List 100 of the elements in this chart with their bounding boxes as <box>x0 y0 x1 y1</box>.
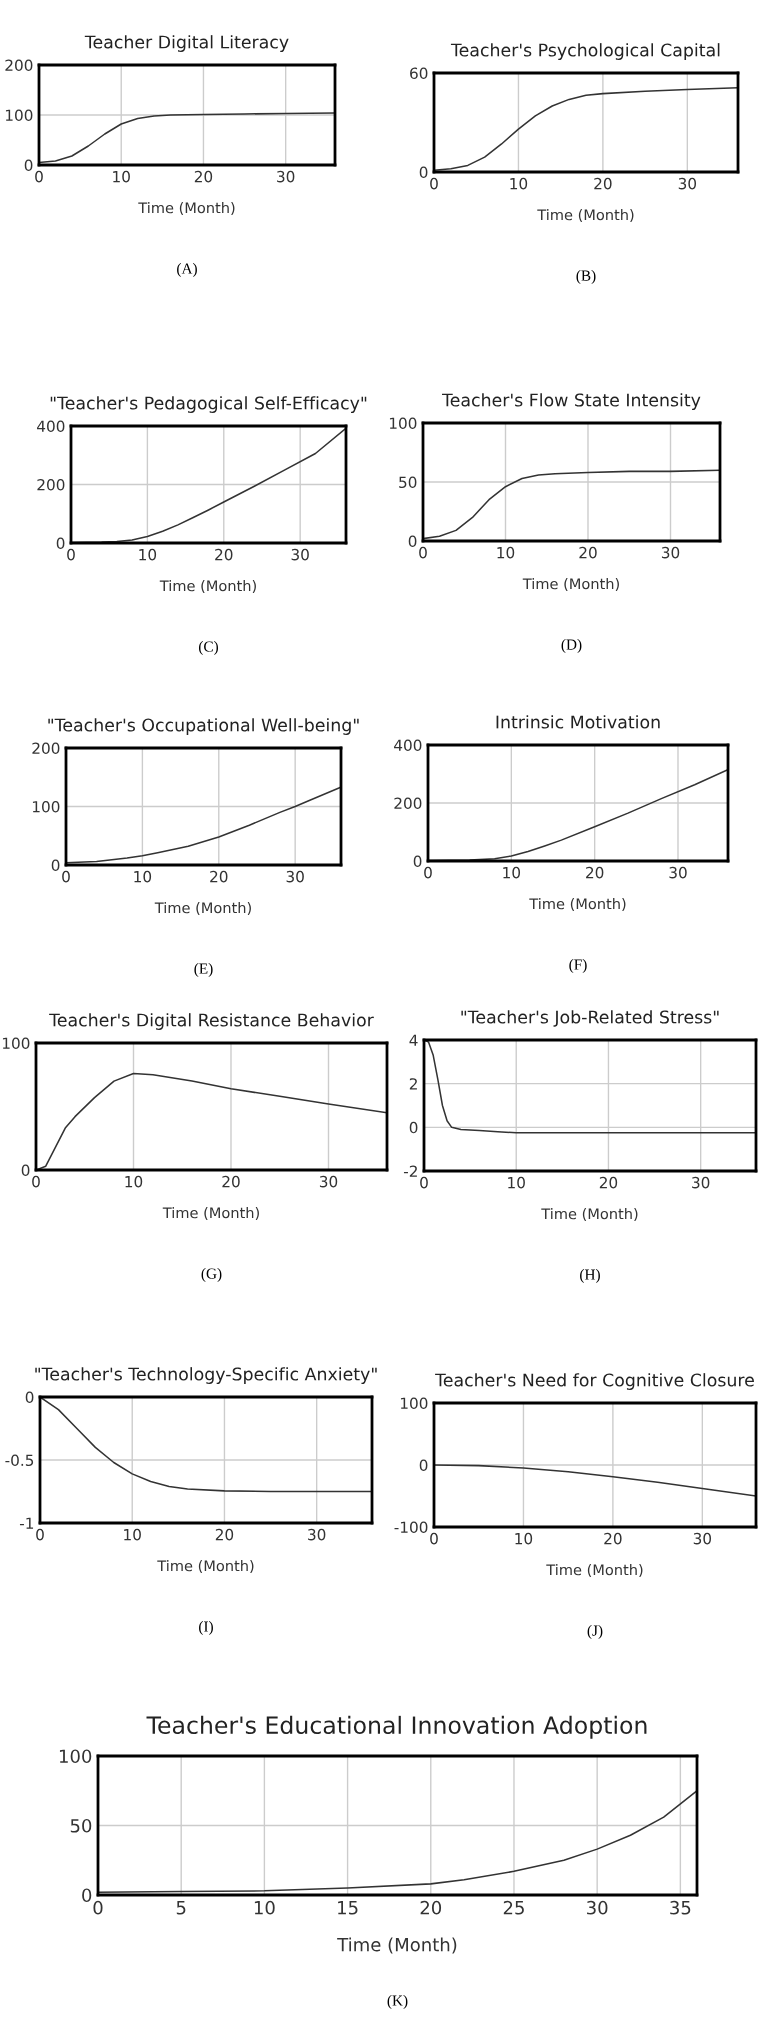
y-tick-label: 100 <box>400 1397 428 1410</box>
y-tick-label: 0 <box>25 1391 34 1404</box>
x-tick-label: 10 <box>254 1900 275 1915</box>
text: (J) <box>587 1625 603 1639</box>
x-tick-label: 20 <box>599 1176 618 1189</box>
x-tick-label: 0 <box>93 1900 103 1915</box>
y-tick-label: 400 <box>37 420 65 433</box>
x-tick-label: 10 <box>124 1528 141 1541</box>
x-tick-label: 30 <box>693 1532 712 1545</box>
chart-title: Intrinsic Motivation <box>496 715 660 729</box>
x-tick-label: 10 <box>113 170 130 183</box>
chart-title: Teacher's Need for Cognitive Closure <box>435 1373 754 1390</box>
text: (E) <box>194 963 213 977</box>
text: (A) <box>177 263 197 277</box>
y-tick-label: 0 <box>413 855 422 868</box>
x-tick-label: 30 <box>291 548 309 561</box>
chart-title: Teacher's Educational Innovation Adoption <box>146 1715 647 1739</box>
x-tick-label: 20 <box>579 546 597 559</box>
x-tick-label: 5 <box>176 1901 186 1915</box>
y-tick-label: 0 <box>409 1121 418 1134</box>
chart-title: Teacher's Psychological Capital <box>450 43 720 60</box>
text: (C) <box>198 641 219 655</box>
x-tick-label: 20 <box>594 177 612 190</box>
x-axis-title: Time (Month) <box>138 202 235 216</box>
chart-title: "Teacher's Job-Related Stress" <box>461 1010 719 1027</box>
x-tick-label: 25 <box>503 1900 524 1915</box>
x-tick-label: 35 <box>670 1900 691 1915</box>
line-series <box>98 1789 697 1893</box>
y-tick-label: 200 <box>5 59 33 72</box>
text: (F) <box>569 959 587 973</box>
y-tick-label: 400 <box>394 739 422 752</box>
y-tick-label: -2 <box>403 1165 417 1177</box>
y-tick-label: 100 <box>59 1749 92 1764</box>
x-tick-label: 30 <box>678 177 697 190</box>
x-tick-label: 10 <box>125 1175 143 1188</box>
y-tick-label: 0 <box>56 537 65 550</box>
y-tick-label: 100 <box>5 109 33 122</box>
x-tick-label: 30 <box>308 1528 326 1541</box>
text: (D) <box>561 639 582 653</box>
x-axis-title: Time (Month) <box>162 1207 259 1221</box>
chart-title: Teacher's Flow State Intensity <box>442 393 701 410</box>
x-axis-title: Time (Month) <box>529 898 626 912</box>
y-tick-label: 0 <box>21 1164 30 1177</box>
y-tick-label: 50 <box>399 476 417 489</box>
y-tick-label: 0 <box>24 159 33 172</box>
x-axis-title: Time (Month) <box>537 209 634 223</box>
x-tick-label: 20 <box>194 170 213 183</box>
y-tick-label: 0 <box>82 1888 92 1903</box>
x-tick-label: 30 <box>587 1900 608 1915</box>
x-tick-label: 30 <box>661 546 680 559</box>
y-tick-label: -0.5 <box>5 1454 34 1467</box>
chart-title: Teacher Digital Literacy <box>84 35 289 52</box>
y-tick-label: 60 <box>410 67 428 80</box>
text: (B) <box>576 270 596 284</box>
x-tick-label: 0 <box>430 177 438 190</box>
x-tick-label: 10 <box>134 870 152 883</box>
y-tick-label: 4 <box>409 1034 418 1046</box>
x-tick-label: 20 <box>604 1532 622 1545</box>
y-tick-label: 100 <box>389 417 417 430</box>
x-tick-label: 0 <box>430 1532 438 1545</box>
x-tick-label: 30 <box>277 170 295 183</box>
x-tick-label: 30 <box>692 1176 710 1189</box>
y-tick-label: -1 <box>19 1517 34 1529</box>
x-tick-label: 10 <box>515 1532 533 1545</box>
y-tick-label: 200 <box>394 797 422 810</box>
x-tick-label: 20 <box>215 548 233 561</box>
x-tick-label: 10 <box>508 1176 525 1189</box>
y-tick-label: 0 <box>408 535 417 548</box>
x-axis-title: Time (Month) <box>522 578 619 592</box>
line-series <box>434 1464 756 1497</box>
x-axis-title: Time (Month) <box>337 1937 457 1954</box>
y-tick-label: 0 <box>419 1459 428 1472</box>
chart-title: "Teacher's Pedagogical Self-Efficacy" <box>50 396 367 413</box>
x-axis-title: Time (Month) <box>546 1564 643 1578</box>
text: (K) <box>387 1995 408 2009</box>
x-axis-title: Time (Month) <box>157 1560 254 1574</box>
y-tick-label: 50 <box>70 1818 92 1833</box>
y-tick-label: 2 <box>409 1078 417 1090</box>
y-tick-label: 200 <box>32 742 60 755</box>
x-tick-label: 15 <box>338 1901 358 1915</box>
x-tick-label: 10 <box>510 177 528 190</box>
y-tick-label: 100 <box>32 800 60 813</box>
x-tick-label: 30 <box>286 870 304 883</box>
x-tick-label: 20 <box>210 870 228 883</box>
y-tick-label: -100 <box>394 1521 428 1534</box>
x-tick-label: 20 <box>586 866 604 879</box>
x-axis-title: Time (Month) <box>159 580 256 594</box>
y-tick-label: 200 <box>37 478 65 491</box>
text: (G) <box>201 1268 222 1282</box>
chart-title: "Teacher's Occupational Well-being" <box>48 718 359 735</box>
x-tick-label: 20 <box>420 1900 442 1915</box>
text: (H) <box>580 1269 600 1283</box>
x-tick-label: 20 <box>215 1528 234 1541</box>
x-tick-label: 10 <box>503 866 521 879</box>
x-tick-label: 20 <box>222 1175 240 1188</box>
y-tick-label: 100 <box>2 1037 30 1050</box>
x-tick-label: 30 <box>319 1175 338 1188</box>
x-tick-label: 10 <box>139 548 157 561</box>
x-tick-label: 10 <box>497 546 515 559</box>
text: (I) <box>199 1621 213 1635</box>
